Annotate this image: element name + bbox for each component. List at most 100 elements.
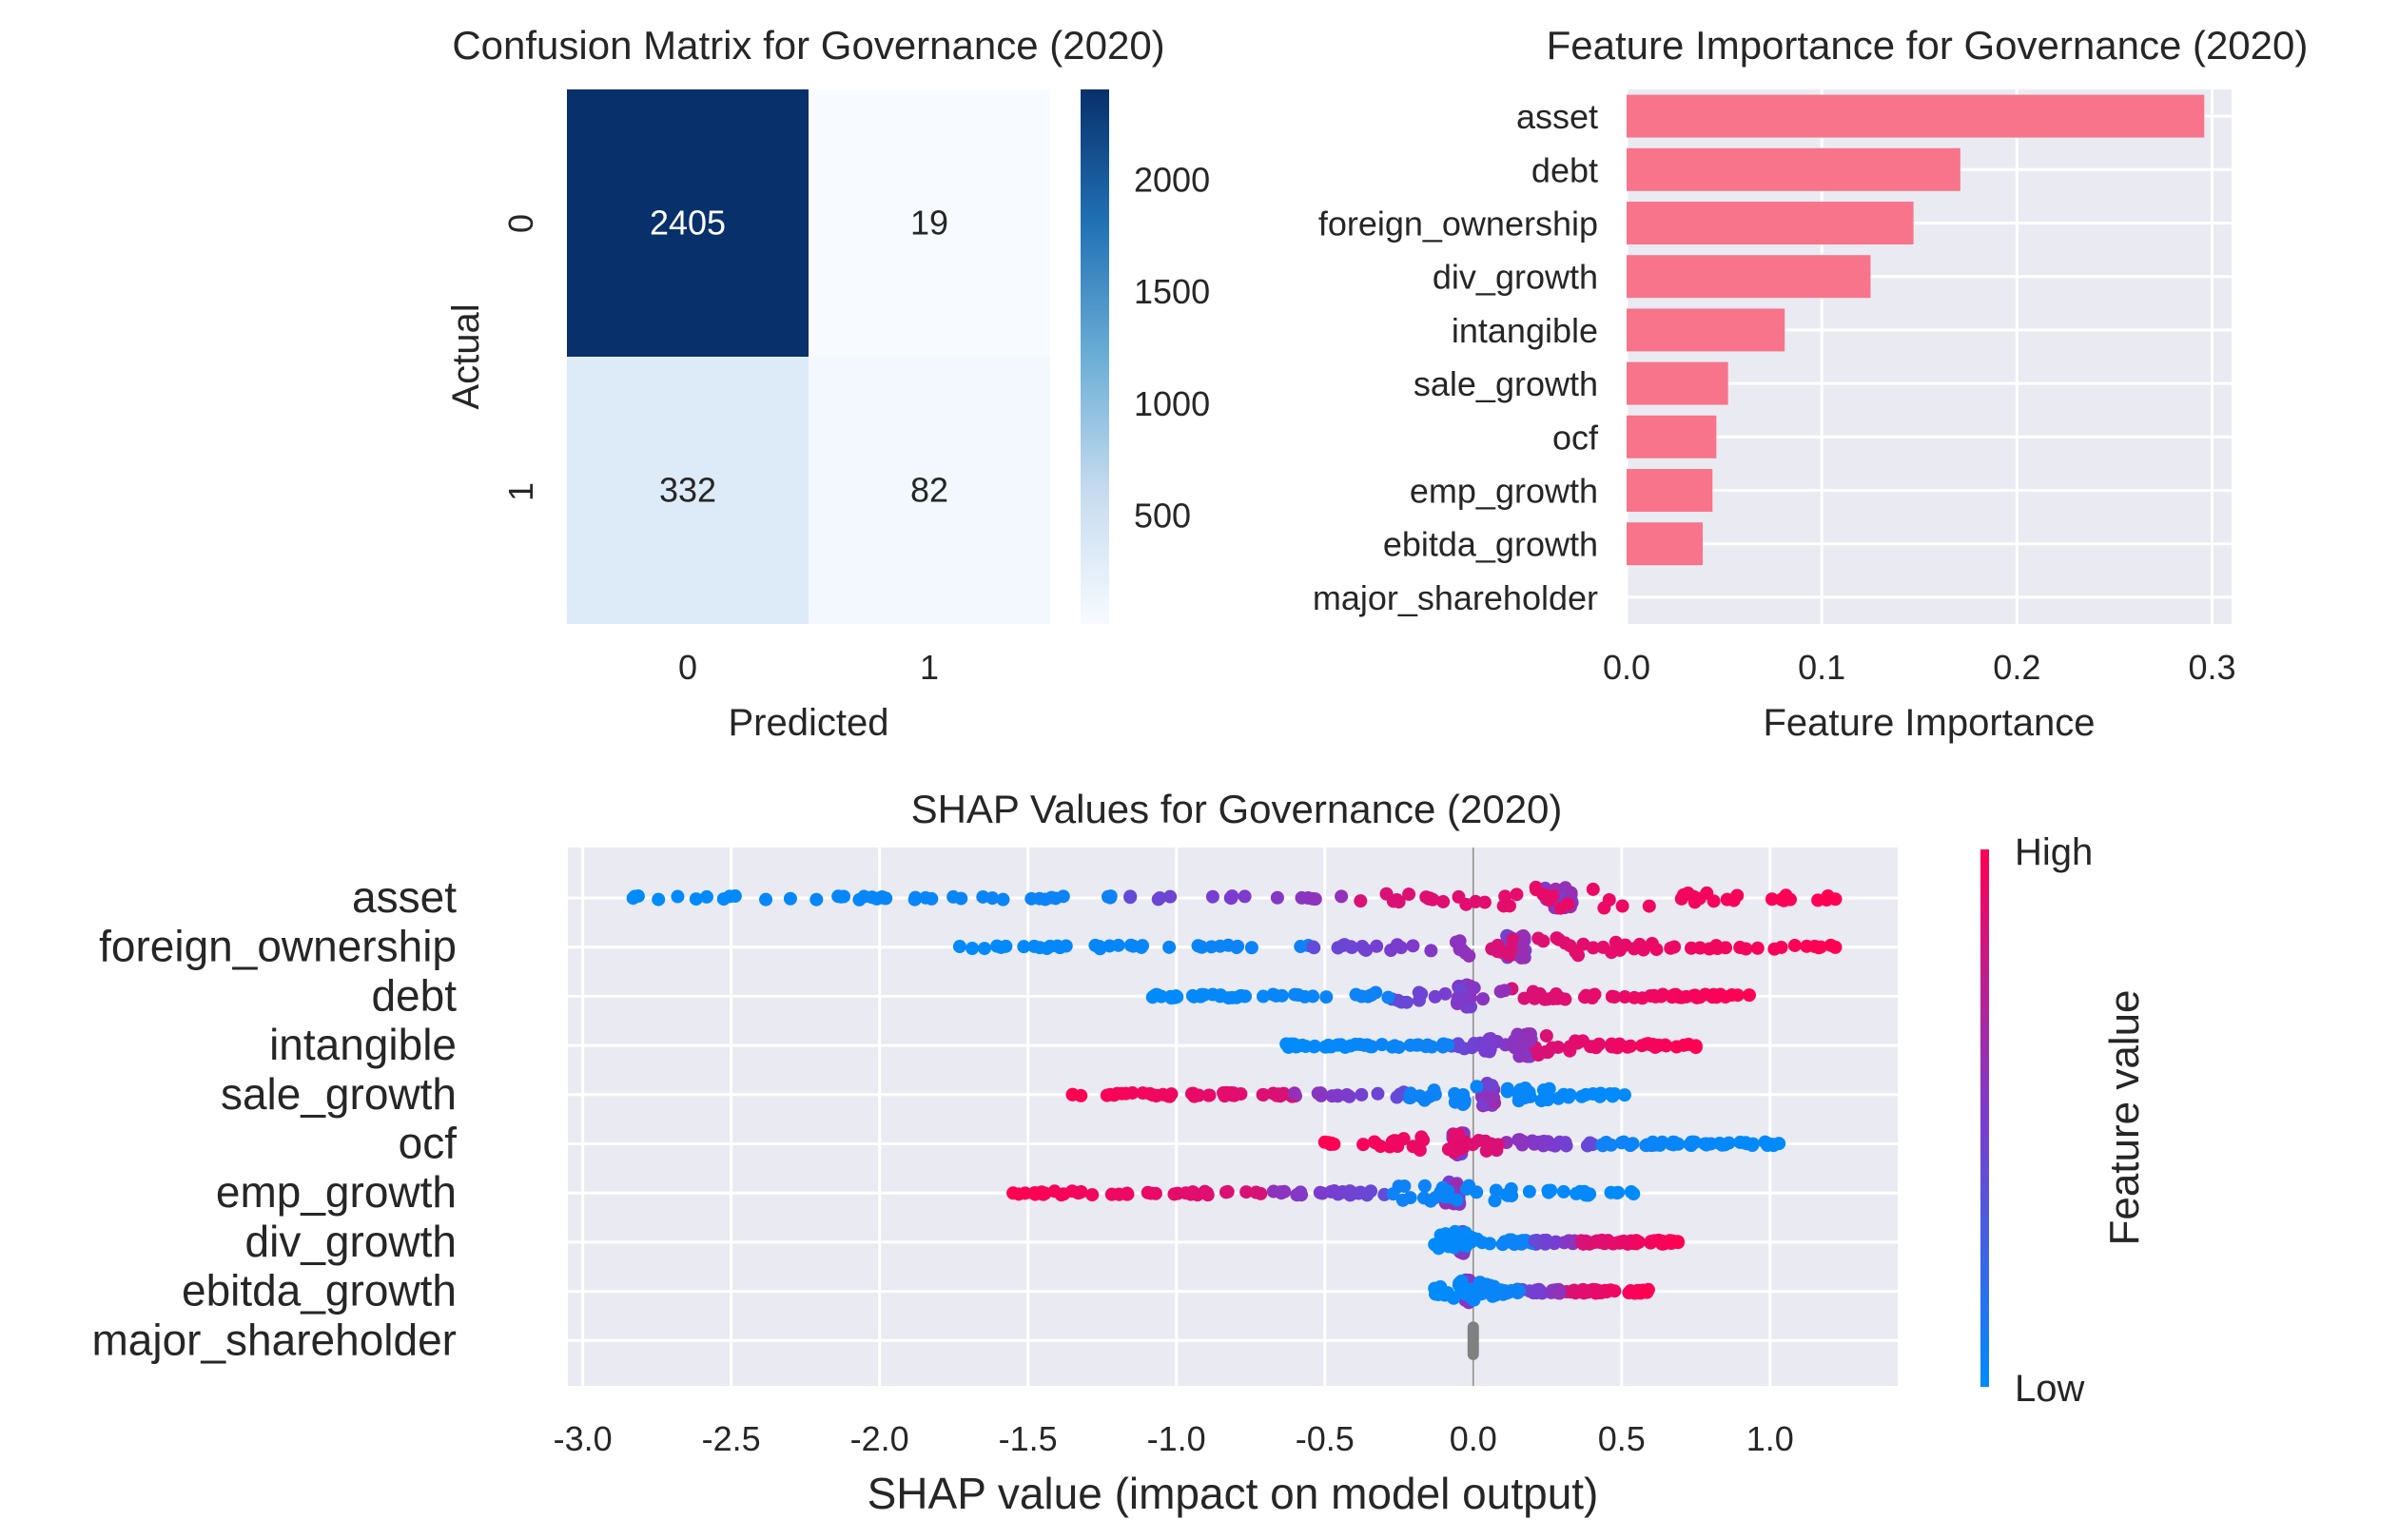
shap-point	[1541, 1185, 1555, 1199]
shap-point	[1006, 1186, 1021, 1200]
shap-xtick-5: -0.5	[1296, 1419, 1355, 1458]
shap-point	[1414, 1130, 1429, 1144]
shap-point	[1767, 942, 1782, 956]
shap-x-tick-labels: -3.0 -2.5 -2.0 -1.5 -1.0 -0.5 0.0 0.5 1.0	[554, 1419, 1794, 1458]
shap-point	[1126, 939, 1141, 953]
shap-label-div_growth: div_growth	[245, 1217, 457, 1266]
shap-point	[1580, 1139, 1594, 1153]
cm-cell-0-1	[809, 89, 1050, 357]
shap-point	[1438, 986, 1453, 1001]
shap-point	[1472, 1134, 1486, 1148]
shap-point	[1343, 1184, 1357, 1199]
shap-point	[1787, 938, 1802, 952]
shap-point	[977, 942, 991, 956]
shap-point	[1370, 939, 1384, 953]
shap-point	[1313, 1185, 1327, 1199]
shap-point	[626, 891, 640, 906]
shap-point	[1355, 989, 1369, 1004]
shap-point	[1397, 1179, 1412, 1193]
shap-xlabel: SHAP value (impact on model output)	[868, 1469, 1599, 1518]
shap-point	[1419, 1091, 1434, 1105]
shap-point	[1504, 1283, 1518, 1297]
shap-point	[1470, 1080, 1484, 1094]
shap-point	[1684, 941, 1698, 955]
shap-point	[1428, 1238, 1442, 1252]
fi-category-labels: asset debt foreign_ownership div_growthinta…	[1313, 97, 1599, 617]
shap-point	[1588, 987, 1602, 1002]
shap-row-ebitda_growth	[1428, 1273, 1655, 1310]
shap-point	[1162, 940, 1177, 954]
cm-colorbar-ticks: 500 1000 1500 2000	[1134, 160, 1210, 535]
shap-point	[1462, 948, 1476, 963]
shap-point	[1354, 894, 1368, 908]
cm-colorbar-tick-0: 500	[1134, 497, 1191, 536]
shap-point	[1125, 1085, 1140, 1100]
shap-row-intangible	[1279, 1027, 1703, 1063]
shap-point	[1379, 887, 1394, 901]
shap-point	[1213, 989, 1227, 1004]
shap-point	[1239, 1185, 1254, 1199]
shap-point	[1586, 941, 1600, 955]
fi-bars	[1627, 94, 2205, 566]
shap-point	[1270, 890, 1284, 905]
shap-row-asset	[626, 880, 1843, 915]
shap-point	[1644, 1235, 1658, 1249]
shap-point	[1072, 1185, 1086, 1199]
shap-point	[1586, 1040, 1600, 1054]
shap-label-intangible: intangible	[269, 1020, 457, 1069]
shap-point	[1586, 882, 1600, 896]
shap-point	[1024, 891, 1039, 906]
fi-label-debt: debt	[1531, 150, 1598, 189]
shap-point	[1655, 1135, 1669, 1149]
fi-x-tick-labels: 0.0 0.1 0.2 0.3	[1603, 648, 2236, 687]
shap-point	[1356, 1138, 1371, 1152]
shap-point	[1331, 1088, 1345, 1102]
shap-xtick-3: -1.5	[999, 1419, 1058, 1458]
cm-colorbar-tick-3: 2000	[1134, 160, 1210, 199]
shap-point	[1578, 1188, 1592, 1202]
shap-point	[1522, 1184, 1536, 1199]
shap-point	[809, 892, 824, 906]
shap-point	[1307, 941, 1321, 955]
shap-point	[1605, 1037, 1619, 1051]
shap-point	[1038, 1186, 1052, 1200]
shap-point	[857, 889, 871, 904]
shap-point	[1635, 991, 1649, 1005]
shap-point	[759, 892, 773, 906]
shap-point	[1270, 1088, 1284, 1102]
shap-point	[1602, 892, 1616, 906]
shap-point	[1562, 1234, 1576, 1248]
shap-xtick-7: 0.5	[1598, 1419, 1646, 1458]
shap-point	[1692, 891, 1707, 906]
shap-point	[1479, 1143, 1493, 1158]
shap-point	[1225, 1088, 1239, 1102]
shap-point	[1641, 1037, 1655, 1051]
shap-point	[1665, 990, 1679, 1004]
fi-label-sale_growth: sale_growth	[1414, 364, 1598, 403]
shap-point	[1426, 892, 1440, 906]
shap-row-ocf	[1317, 1126, 1786, 1162]
shap-point	[1518, 1081, 1532, 1095]
shap-point	[1579, 1284, 1593, 1298]
cm-cell-value-1-1: 82	[910, 471, 948, 510]
fi-bar-asset	[1627, 94, 2205, 138]
shap-point	[1681, 886, 1695, 900]
shap-point	[1065, 1087, 1080, 1101]
shap-point	[1102, 1087, 1117, 1101]
shap-point	[1451, 1037, 1465, 1051]
shap-point	[1257, 1087, 1271, 1101]
cm-col-label-0: 0	[678, 648, 697, 687]
shap-point	[1057, 1187, 1071, 1201]
shap-point	[1306, 989, 1320, 1004]
shap-point	[1256, 989, 1270, 1004]
shap-point	[919, 890, 933, 905]
shap-point	[1512, 1133, 1526, 1147]
shap-point	[1412, 993, 1426, 1007]
shap-point	[1141, 1185, 1155, 1199]
shap-point	[1287, 1086, 1301, 1101]
shap-point	[1538, 1044, 1552, 1059]
cm-ylabel: Actual	[445, 303, 487, 409]
fi-label-ocf: ocf	[1552, 418, 1599, 457]
shap-feature-labels: assetforeign_ownershipdebtintangiblesale…	[91, 872, 457, 1364]
shap-point	[1160, 1089, 1175, 1103]
